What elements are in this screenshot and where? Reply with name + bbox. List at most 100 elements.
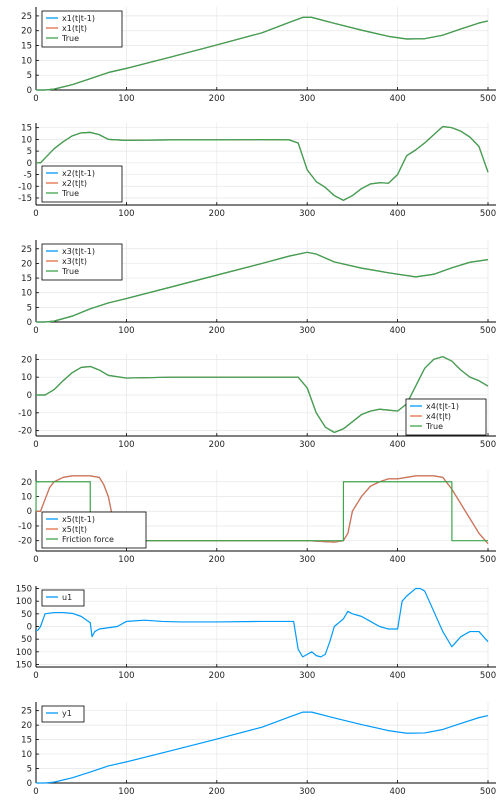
y-tick-label: 0 <box>27 779 32 789</box>
y-tick-label: 0 <box>27 318 32 328</box>
x-tick-label: 0 <box>33 94 38 104</box>
legend-label: x5(t|t) <box>62 525 87 534</box>
legend-label: Friction force <box>62 535 114 544</box>
legend-label: True <box>425 422 443 431</box>
y-tick-label: 20 <box>21 27 32 37</box>
legend-label: x3(t|t) <box>62 257 87 266</box>
legend-box <box>41 589 85 607</box>
legend-box <box>41 165 123 203</box>
y-tick-label: 5 <box>27 765 32 775</box>
legend-label: x4(t|t-1) <box>426 402 459 411</box>
legend-label: x3(t|t-1) <box>62 247 95 256</box>
legend-box <box>41 705 85 723</box>
series-line-1 <box>36 587 489 658</box>
x-tick-label: 300 <box>299 94 315 104</box>
legend: x1(t|t-1)x1(t|t)True <box>41 10 123 48</box>
y-tick-label: 10 <box>21 750 32 760</box>
y-tick-label: -10 <box>18 522 32 532</box>
x-tick-label: 400 <box>389 440 405 450</box>
legend-box <box>405 398 487 436</box>
x-tick-label: 400 <box>389 555 405 565</box>
x-tick-label: 400 <box>389 209 405 219</box>
y-tick-label: -5 <box>24 171 32 181</box>
legend-label: x2(t|t-1) <box>62 169 95 178</box>
x-tick-label: 0 <box>33 326 38 336</box>
y-tick-label: 20 <box>21 721 32 731</box>
legend-label: x4(t|t) <box>426 412 451 421</box>
series-line-3 <box>36 251 489 323</box>
x-tick-label: 500 <box>480 671 496 681</box>
x-tick-label: 500 <box>480 326 496 336</box>
legend-label: x1(t|t-1) <box>62 14 95 23</box>
subplot-7: 0 100 200 300 400 500 0 5 10 15 20 25 y1 <box>21 702 496 797</box>
series-line-3 <box>36 16 489 91</box>
y-tick-label: 20 <box>21 259 32 269</box>
y-tick-label: 100 <box>16 648 32 658</box>
x-tick-label: 400 <box>389 787 405 797</box>
y-tick-label: 15 <box>21 124 32 134</box>
y-tick-label: 15 <box>21 42 32 52</box>
y-tick-label: 50 <box>21 635 32 645</box>
x-tick-label: 200 <box>209 671 225 681</box>
x-tick-label: 200 <box>209 94 225 104</box>
y-tick-label: 0 <box>27 86 32 96</box>
y-tick-label: 25 <box>21 707 32 717</box>
y-tick-label: 0 <box>27 623 32 633</box>
subplot-1: 0 100 200 300 400 500 0 5 10 15 20 25 x1(t|t-1)x1(t|… <box>21 7 496 104</box>
y-tick-label: 5 <box>27 147 32 157</box>
y-tick-label: 10 <box>21 493 32 503</box>
x-tick-label: 200 <box>209 209 225 219</box>
x-tick-label: 100 <box>118 209 134 219</box>
y-tick-label: 20 <box>21 355 32 365</box>
legend: x2(t|t-1)x2(t|t)True <box>41 165 123 203</box>
x-tick-label: 200 <box>209 787 225 797</box>
x-tick-label: 300 <box>299 671 315 681</box>
legend: y1 <box>41 705 85 723</box>
y-tick-label: 100 <box>16 597 32 607</box>
legend-label: True <box>61 34 79 43</box>
x-tick-label: 300 <box>299 787 315 797</box>
legend-label: x1(t|t) <box>62 24 87 33</box>
x-tick-label: 100 <box>118 440 134 450</box>
x-tick-label: 500 <box>480 94 496 104</box>
y-tick-label: 150 <box>16 660 32 670</box>
x-tick-label: 0 <box>33 209 38 219</box>
x-tick-label: 300 <box>299 555 315 565</box>
y-tick-label: 20 <box>21 478 32 488</box>
x-tick-label: 500 <box>480 209 496 219</box>
x-tick-label: 0 <box>33 671 38 681</box>
x-tick-label: 300 <box>299 326 315 336</box>
series-line-3 <box>35 481 488 542</box>
legend: x5(t|t-1)x5(t|t)Friction force <box>41 511 147 549</box>
x-tick-label: 500 <box>480 440 496 450</box>
x-tick-label: 0 <box>33 787 38 797</box>
x-tick-label: 400 <box>389 326 405 336</box>
x-tick-label: 100 <box>118 555 134 565</box>
y-tick-label: 15 <box>21 274 32 284</box>
x-tick-label: 300 <box>299 209 315 219</box>
y-tick-label: 15 <box>21 736 32 746</box>
subplot-3: 0 100 200 300 400 500 0 5 10 15 20 25 x3(t|t-1)x3(t|… <box>21 240 496 336</box>
series-line-1 <box>36 711 489 784</box>
y-tick-label: -20 <box>18 427 32 437</box>
subplot-4: 0 100 200 300 400 500 -20 -10 0 10 20 x4(t|t-1)x4(t… <box>18 354 496 450</box>
y-tick-label: 0 <box>27 391 32 401</box>
y-tick-label: 50 <box>21 610 32 620</box>
legend-label: True <box>61 267 79 276</box>
series-line-3 <box>36 125 489 201</box>
y-tick-label: 0 <box>27 159 32 169</box>
y-tick-label: -10 <box>18 409 32 419</box>
x-tick-label: 100 <box>118 787 134 797</box>
y-tick-label: 0 <box>27 507 32 517</box>
y-tick-label: -20 <box>18 537 32 547</box>
legend: x3(t|t-1)x3(t|t)True <box>41 243 123 281</box>
y-tick-label: 10 <box>21 289 32 299</box>
x-tick-label: 400 <box>389 94 405 104</box>
x-tick-label: 100 <box>118 326 134 336</box>
x-tick-label: 200 <box>209 440 225 450</box>
legend-label: x2(t|t) <box>62 179 87 188</box>
x-tick-label: 300 <box>299 440 315 450</box>
y-tick-label: 25 <box>21 12 32 22</box>
legend-label: x5(t|t-1) <box>62 515 95 524</box>
